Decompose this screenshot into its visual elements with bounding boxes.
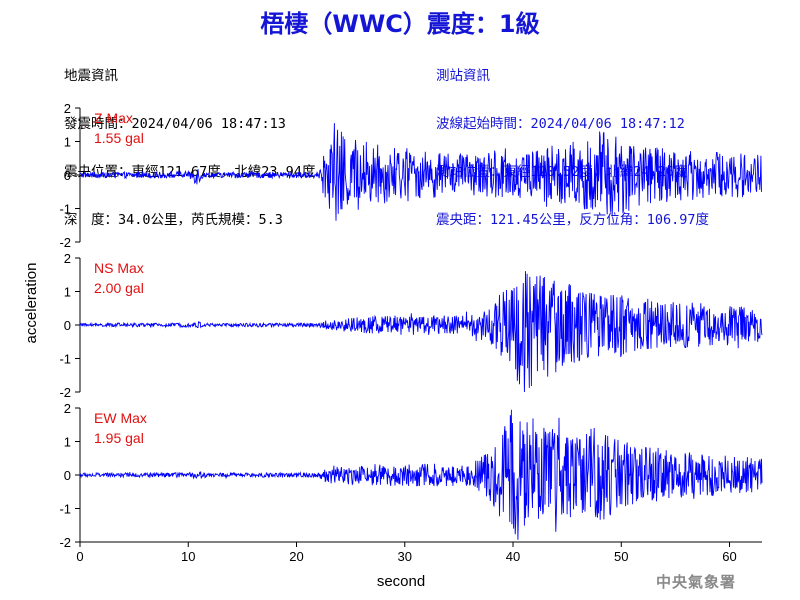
y-tick-label: -1 xyxy=(59,352,71,367)
max-value-ew: 1.95 gal xyxy=(94,430,144,446)
quake-info-heading: 地震資訊 xyxy=(64,68,118,84)
y-tick-label: 1 xyxy=(64,435,71,450)
max-value-ns: 2.00 gal xyxy=(94,280,144,296)
max-label-z: Z Max xyxy=(94,110,133,126)
x-tick-label: 50 xyxy=(614,549,628,564)
waveform-z xyxy=(79,123,762,221)
max-label-ns: NS Max xyxy=(94,260,144,276)
station-info: 測站資訊 波線起始時間：2024/04/06 18:47:12 測站位置：東經1… xyxy=(436,36,709,244)
y-tick-label: -2 xyxy=(59,385,71,400)
earthquake-info: 地震資訊 發震時間：2024/04/06 18:47:13 震央位置：東經121… xyxy=(64,36,315,244)
waveform-ns xyxy=(79,271,763,393)
wave-start-time: 波線起始時間：2024/04/06 18:47:12 xyxy=(436,116,685,132)
y-tick-label: -2 xyxy=(59,235,71,250)
depth-magnitude: 深 度：34.0公里，芮氏規模：5.3 xyxy=(64,212,283,228)
y-tick-label: 2 xyxy=(64,251,71,266)
y-tick-label: 2 xyxy=(64,401,71,416)
y-tick-label: 0 xyxy=(64,318,71,333)
chart-title: 梧棲（WWC）震度：1級 xyxy=(260,10,540,38)
y-axis-label: acceleration xyxy=(23,263,40,344)
agency-watermark: 中央氣象署 xyxy=(656,573,737,591)
x-tick-label: 60 xyxy=(722,549,736,564)
y-tick-label: -1 xyxy=(59,502,71,517)
max-value-z: 1.55 gal xyxy=(94,130,144,146)
y-tick-label: 2 xyxy=(64,101,71,116)
x-tick-label: 20 xyxy=(289,549,303,564)
max-label-ew: EW Max xyxy=(94,410,147,426)
y-tick-label: -1 xyxy=(59,202,71,217)
origin-time: 發震時間：2024/04/06 18:47:13 xyxy=(64,116,286,132)
y-tick-label: 1 xyxy=(64,285,71,300)
waveform-ew xyxy=(79,409,763,540)
station-info-heading: 測站資訊 xyxy=(436,68,490,84)
x-tick-label: 10 xyxy=(181,549,195,564)
x-axis-label: second xyxy=(377,573,425,590)
x-tick-label: 0 xyxy=(76,549,83,564)
y-tick-label: -2 xyxy=(59,535,71,550)
distance-azimuth: 震央距：121.45公里，反方位角：106.97度 xyxy=(436,212,710,228)
y-tick-label: 0 xyxy=(64,468,71,483)
y-tick-label: 1 xyxy=(64,135,71,150)
y-tick-label: 0 xyxy=(64,168,71,183)
x-tick-label: 30 xyxy=(398,549,412,564)
x-tick-label: 40 xyxy=(506,549,520,564)
